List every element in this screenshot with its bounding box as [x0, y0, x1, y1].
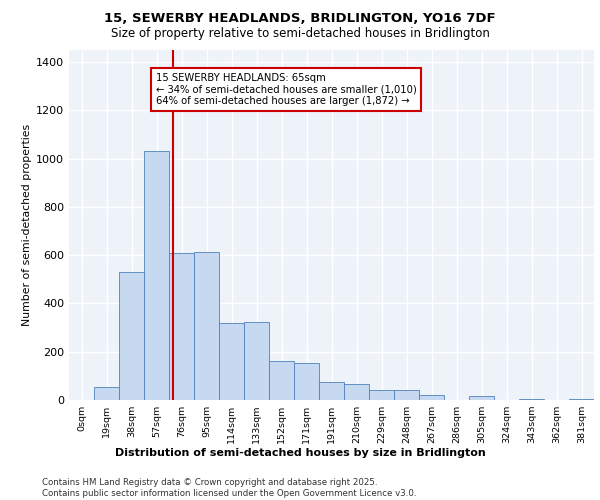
Text: Contains HM Land Registry data © Crown copyright and database right 2025.
Contai: Contains HM Land Registry data © Crown c… — [42, 478, 416, 498]
Bar — [344, 384, 369, 400]
Text: 15, SEWERBY HEADLANDS, BRIDLINGTON, YO16 7DF: 15, SEWERBY HEADLANDS, BRIDLINGTON, YO16… — [104, 12, 496, 26]
Text: Distribution of semi-detached houses by size in Bridlington: Distribution of semi-detached houses by … — [115, 448, 485, 458]
Bar — [519, 399, 544, 400]
Bar — [119, 272, 144, 400]
Bar — [394, 390, 419, 400]
Bar — [244, 322, 269, 400]
Bar — [269, 362, 294, 400]
Bar — [94, 386, 119, 400]
Y-axis label: Number of semi-detached properties: Number of semi-detached properties — [22, 124, 32, 326]
Bar — [469, 396, 494, 400]
Text: Size of property relative to semi-detached houses in Bridlington: Size of property relative to semi-detach… — [110, 28, 490, 40]
Text: 15 SEWERBY HEADLANDS: 65sqm
← 34% of semi-detached houses are smaller (1,010)
64: 15 SEWERBY HEADLANDS: 65sqm ← 34% of sem… — [155, 73, 416, 106]
Bar — [319, 382, 344, 400]
Bar — [169, 253, 194, 400]
Bar — [194, 252, 219, 400]
Bar — [569, 399, 594, 400]
Bar — [419, 395, 444, 400]
Bar — [294, 362, 319, 400]
Bar — [144, 152, 169, 400]
Bar — [219, 323, 244, 400]
Bar — [369, 390, 394, 400]
